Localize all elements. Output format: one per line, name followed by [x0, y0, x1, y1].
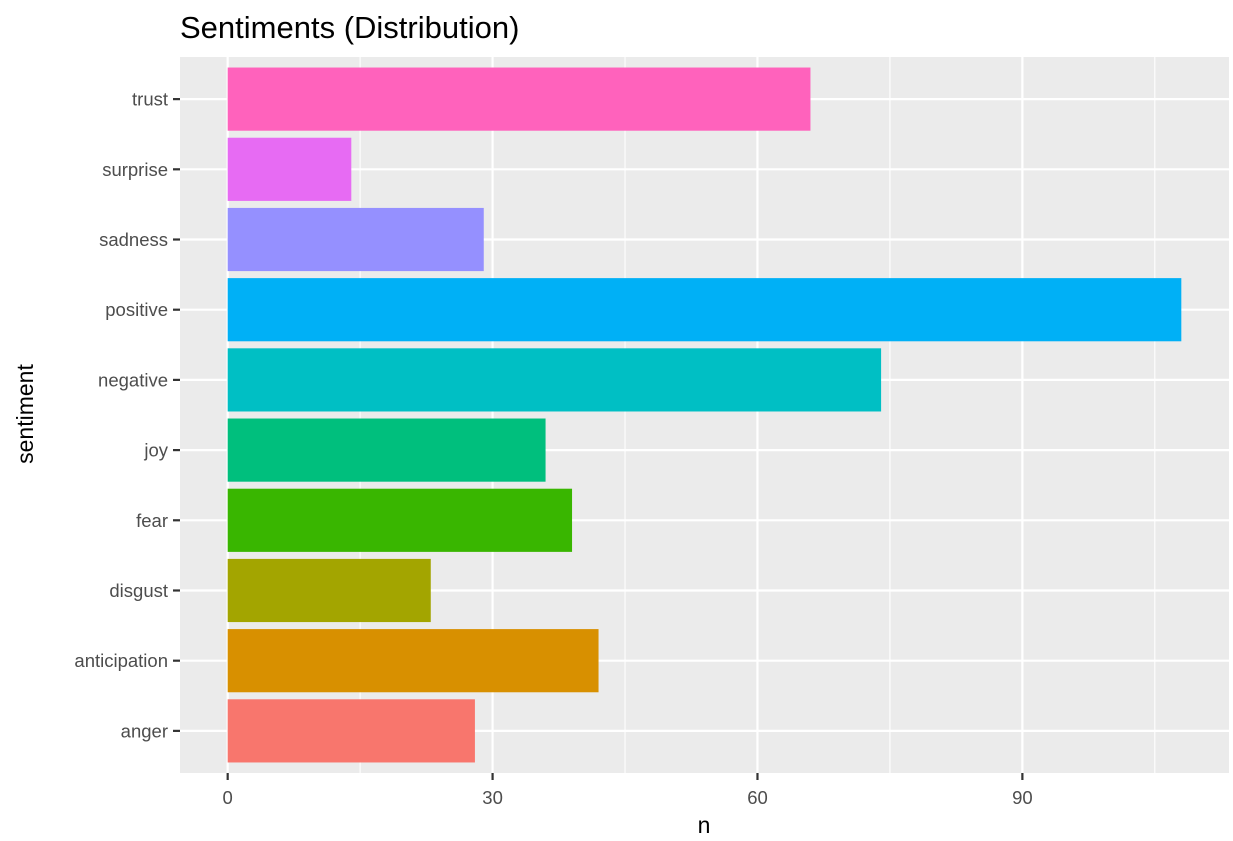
y-tick-label: trust	[132, 89, 168, 110]
y-axis-title: sentiment	[12, 364, 38, 464]
bar-anger	[227, 699, 475, 763]
bar-fear	[227, 488, 573, 552]
y-tick-label: joy	[143, 440, 168, 461]
x-axis-title: n	[698, 812, 711, 838]
bar-anticipation	[227, 629, 599, 693]
bar-disgust	[227, 558, 431, 623]
y-tick-label: negative	[98, 369, 168, 390]
y-tick-label: sadness	[99, 229, 168, 250]
x-axis: 0 30 60 90	[223, 773, 1033, 808]
x-tick-label: 60	[747, 787, 768, 808]
x-tick-label: 0	[223, 787, 233, 808]
y-tick-label: positive	[105, 299, 168, 320]
bar-sadness	[227, 207, 484, 272]
y-tick-label: surprise	[102, 159, 168, 180]
x-tick-label: 90	[1012, 787, 1033, 808]
y-tick-label: disgust	[109, 580, 168, 601]
y-tick-label: fear	[136, 510, 168, 531]
y-axis: anger anticipation disgust fear joy negative p…	[74, 89, 180, 741]
bar-trust	[227, 67, 811, 131]
y-tick-label: anger	[121, 720, 168, 741]
bar-joy	[227, 418, 546, 482]
bar-positive	[227, 278, 1182, 342]
bar-surprise	[227, 137, 352, 201]
bars	[227, 67, 1182, 763]
y-tick-label: anticipation	[74, 650, 168, 671]
x-tick-label: 30	[482, 787, 503, 808]
chart-title: Sentiments (Distribution)	[180, 10, 519, 45]
bar-negative	[227, 348, 882, 412]
